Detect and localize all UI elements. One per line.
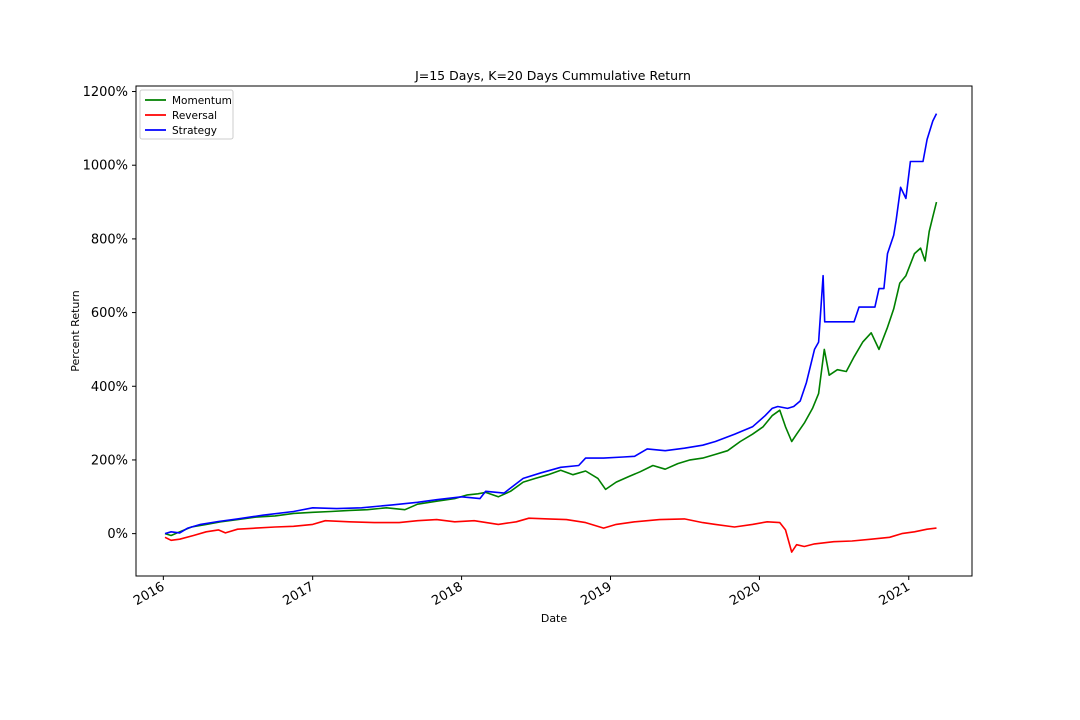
legend-label-strategy: Strategy [172, 125, 217, 137]
legend-label-reversal: Reversal [172, 110, 217, 122]
legend-box [139, 89, 234, 140]
series-line-strategy [164, 113, 938, 535]
legend: Momentum Reversal Strategy [139, 89, 234, 140]
y-axis-label: Percent Return [69, 290, 82, 371]
chart-title: J=15 Days, K=20 Days Cummulative Return [414, 68, 691, 83]
legend-label-momentum: Momentum [172, 95, 232, 107]
y-tick-label: 1200% [83, 85, 128, 100]
series-line-reversal [164, 517, 937, 553]
series-lines [164, 113, 938, 553]
y-tick-label: 400% [91, 380, 128, 395]
plot-area [164, 113, 938, 553]
y-tick-label: 1000% [83, 159, 128, 174]
y-tick-label: 800% [91, 232, 128, 247]
series-line-momentum [164, 201, 938, 537]
y-tick-label: 600% [91, 306, 128, 321]
y-tick-label: 200% [91, 453, 128, 468]
x-axis-label: Date [541, 612, 568, 625]
y-tick-label: 0% [107, 527, 128, 542]
y-axis-ticks: 0% 200% 400% 600% 800% 1000% 1200% [83, 85, 136, 542]
plot-frame [135, 85, 973, 577]
